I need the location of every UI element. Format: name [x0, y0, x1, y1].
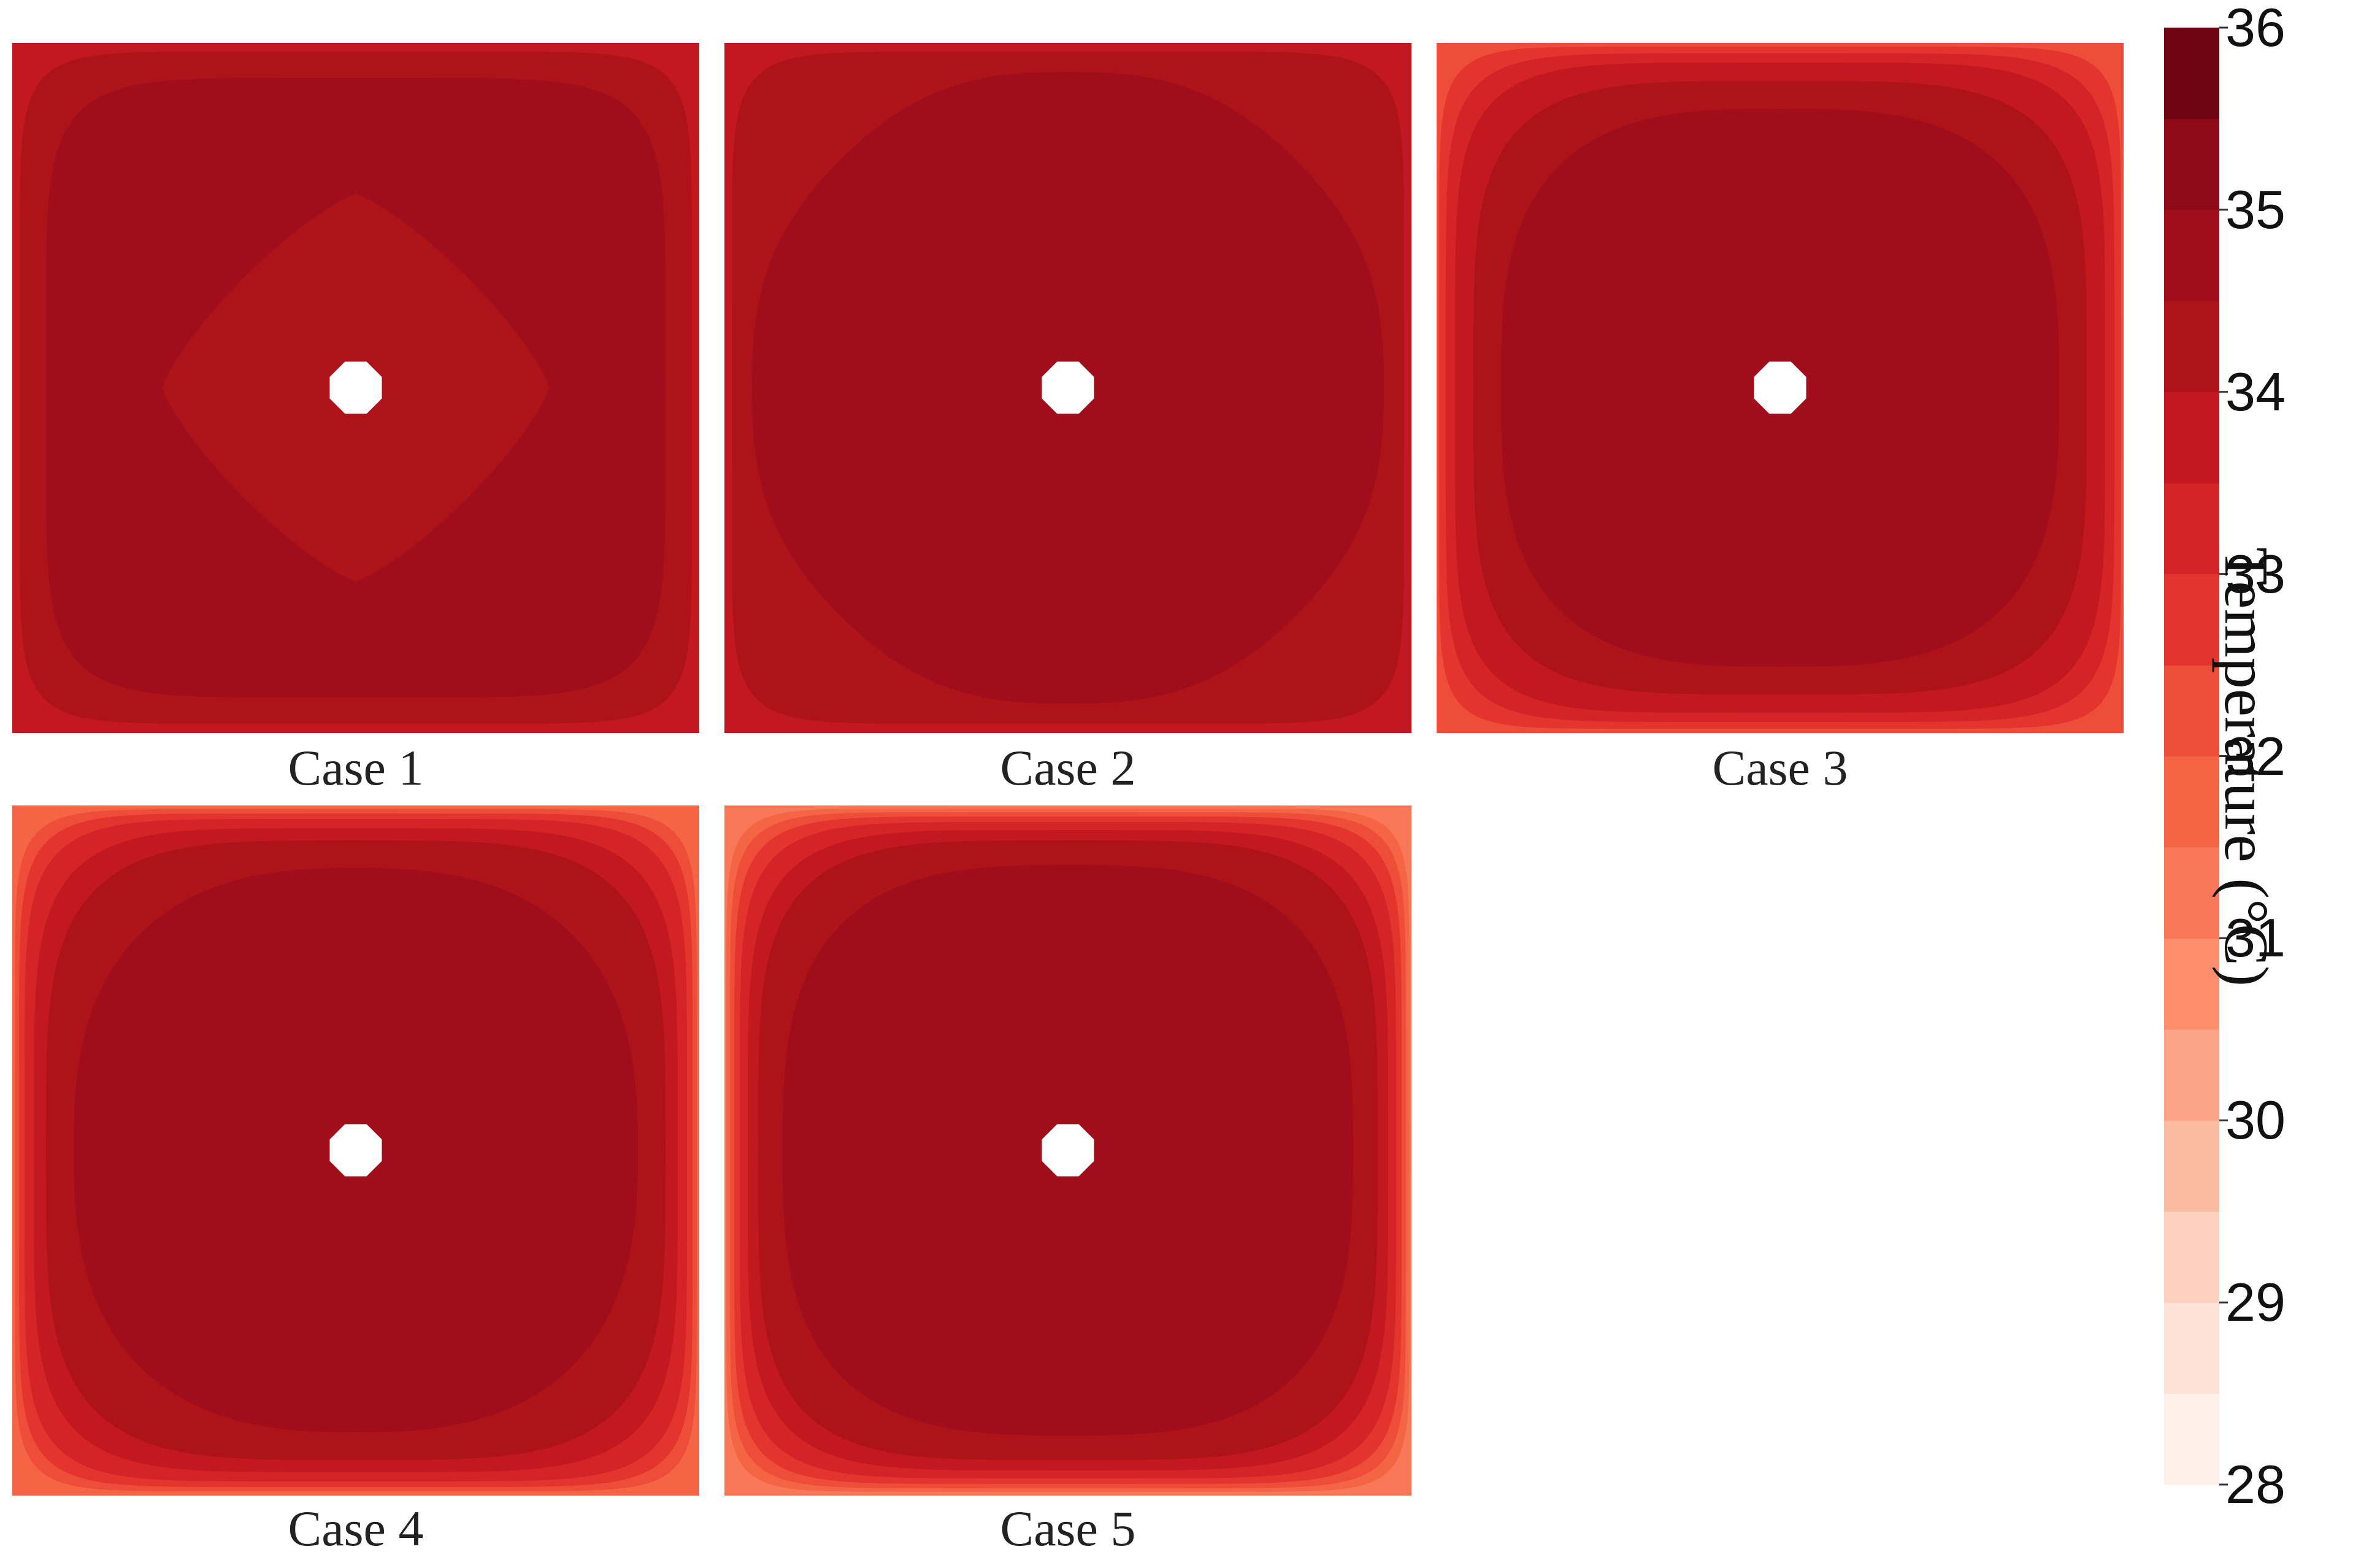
colorbar-band	[2164, 1393, 2219, 1485]
colorbar-tick-label: 29	[2225, 1272, 2286, 1333]
case-4-caption: Case 4	[288, 1501, 424, 1556]
colorbar-tick-label: 35	[2225, 179, 2286, 240]
colorbar-band	[2164, 1120, 2219, 1212]
case-1-caption: Case 1	[288, 740, 424, 796]
case-4-contour-plot	[12, 805, 699, 1496]
colorbar-band	[2164, 1029, 2219, 1121]
case-5-caption: Case 5	[1000, 1501, 1136, 1556]
case-2-panel	[724, 43, 1411, 733]
case-2-caption: Case 2	[1000, 740, 1136, 796]
case-3-caption: Case 3	[1712, 740, 1848, 796]
colorbar-band	[2164, 118, 2219, 210]
colorbar-band	[2164, 301, 2219, 393]
case-4-panel	[12, 805, 699, 1496]
colorbar-band	[2164, 209, 2219, 301]
case-1-panel	[12, 43, 699, 733]
case-2-contour-plot	[724, 43, 1411, 733]
colorbar-tick-label: 34	[2225, 361, 2286, 422]
center-hole	[329, 361, 382, 414]
case-3-panel	[1437, 43, 2124, 733]
colorbar-band	[2164, 28, 2219, 120]
colorbar-tick-label: 32	[2225, 725, 2286, 786]
colorbar-tick-label: 31	[2225, 907, 2286, 969]
colorbar-tick-label: 36	[2225, 0, 2286, 58]
center-hole	[1042, 1124, 1094, 1177]
colorbar-title: Temperature (°C)	[2211, 547, 2281, 987]
center-hole	[1754, 361, 1806, 414]
case-1-contour-plot	[12, 43, 699, 733]
case-5-panel	[724, 805, 1411, 1496]
case-3-contour-plot	[1437, 43, 2124, 733]
colorbar-tick-label: 28	[2225, 1454, 2286, 1515]
colorbar-tick-label: 30	[2225, 1090, 2286, 1151]
case-5-contour-plot	[724, 805, 1411, 1496]
colorbar-band	[2164, 1302, 2219, 1394]
colorbar-tick-label: 33	[2225, 543, 2286, 604]
center-hole	[1042, 361, 1094, 414]
colorbar-band	[2164, 391, 2219, 483]
colorbar-band	[2164, 1211, 2219, 1303]
center-hole	[329, 1124, 382, 1177]
